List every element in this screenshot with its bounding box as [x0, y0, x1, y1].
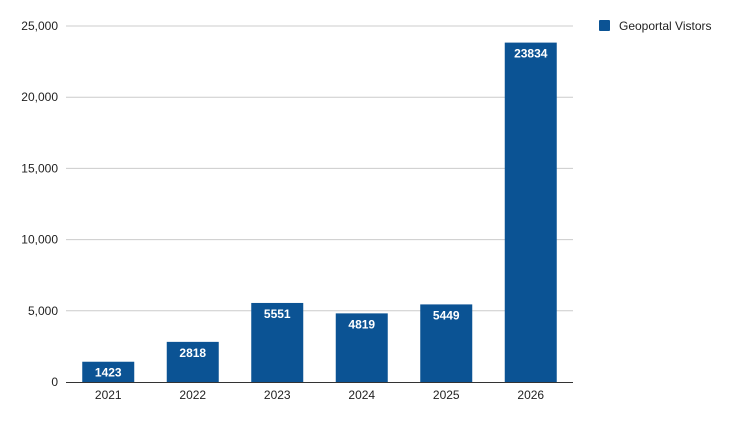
data-label-2025: 5449	[433, 308, 460, 322]
y-tick-label: 0	[51, 375, 58, 389]
y-axis-tick-labels: 0 5,000 10,000 15,000 20,000 25,000	[21, 19, 58, 389]
data-label-2023: 5551	[264, 307, 291, 321]
x-tick-label: 2021	[95, 388, 122, 402]
y-tick-label: 25,000	[21, 19, 58, 33]
x-axis-tick-labels: 2021 2022 2023 2024 2025 2026	[95, 388, 545, 402]
x-tick-label: 2025	[433, 388, 460, 402]
bar-2026	[504, 42, 557, 382]
data-label-2024: 4819	[348, 317, 375, 331]
bar-2022	[166, 341, 219, 382]
x-tick-label: 2024	[348, 388, 375, 402]
x-tick-label: 2022	[179, 388, 206, 402]
x-tick-label: 2026	[517, 388, 544, 402]
data-label-2022: 2818	[179, 346, 206, 360]
bar-2024	[335, 313, 388, 382]
bar-data-labels: 1423 2818 5551 4819 5449 23834	[95, 47, 548, 380]
y-tick-label: 20,000	[21, 90, 58, 104]
bar-2023	[251, 302, 304, 382]
y-tick-label: 10,000	[21, 233, 58, 247]
legend-label: Geoportal Vistors	[619, 19, 712, 33]
bars	[82, 42, 557, 382]
bar-2021	[82, 361, 135, 382]
legend: Geoportal Vistors	[599, 19, 712, 33]
y-tick-label: 15,000	[21, 161, 58, 175]
legend-swatch	[599, 20, 610, 31]
gridlines	[66, 25, 573, 312]
bar-2025	[420, 304, 473, 382]
data-label-2026: 23834	[514, 47, 548, 61]
x-tick-label: 2023	[264, 388, 291, 402]
data-label-2021: 1423	[95, 366, 122, 380]
y-tick-label: 5,000	[28, 304, 58, 318]
